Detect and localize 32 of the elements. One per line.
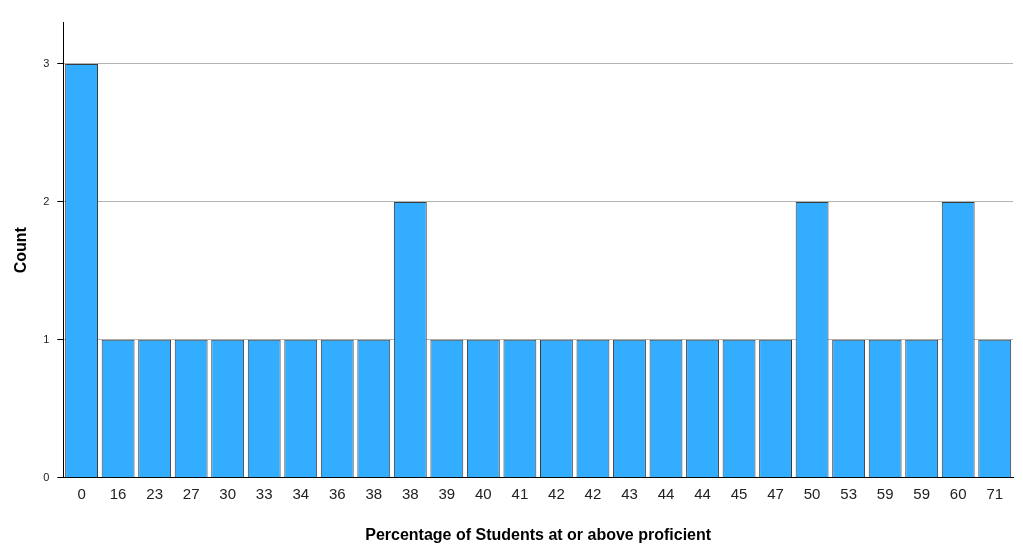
y-tick-label: 0 [43,470,50,483]
x-tick-label: 42 [584,484,602,502]
x-tick-label: 60 [949,484,967,502]
y-tick-label: 2 [43,194,50,207]
x-tick-label: 39 [438,484,456,502]
x-tick-label: 16 [109,484,127,502]
y-axis-title: Count [12,226,30,274]
x-tick-label: 44 [657,484,675,502]
y-tick-label: 3 [43,57,50,70]
x-tick-label: 42 [548,484,565,502]
y-tick-label: 1 [43,332,50,345]
x-tick-label: 0 [77,484,86,502]
x-tick-label: 23 [146,484,163,502]
x-tick-label: 59 [876,484,894,502]
x-tick-label: 36 [328,484,346,502]
x-tick-label: 38 [365,484,383,502]
x-tick-label: 30 [219,484,237,502]
x-tick-label: 53 [840,484,857,502]
x-axis-title: Percentage of Students at or above proficient [365,525,712,543]
x-tick-label: 45 [730,484,748,502]
x-tick-label: 38 [401,484,419,502]
x-tick-label: 50 [803,484,821,502]
x-tick-label: 43 [621,484,638,502]
x-tick-label: 34 [292,484,310,502]
x-tick-label: 33 [255,484,273,502]
x-tick-label: 41 [511,484,529,502]
x-tick-label: 40 [475,484,492,502]
x-tick-label: 59 [913,484,931,502]
x-tick-label: 27 [182,484,200,502]
x-tick-label: 71 [986,484,1004,502]
x-tick-label: 44 [694,484,711,502]
x-tick-label: 47 [767,484,784,502]
